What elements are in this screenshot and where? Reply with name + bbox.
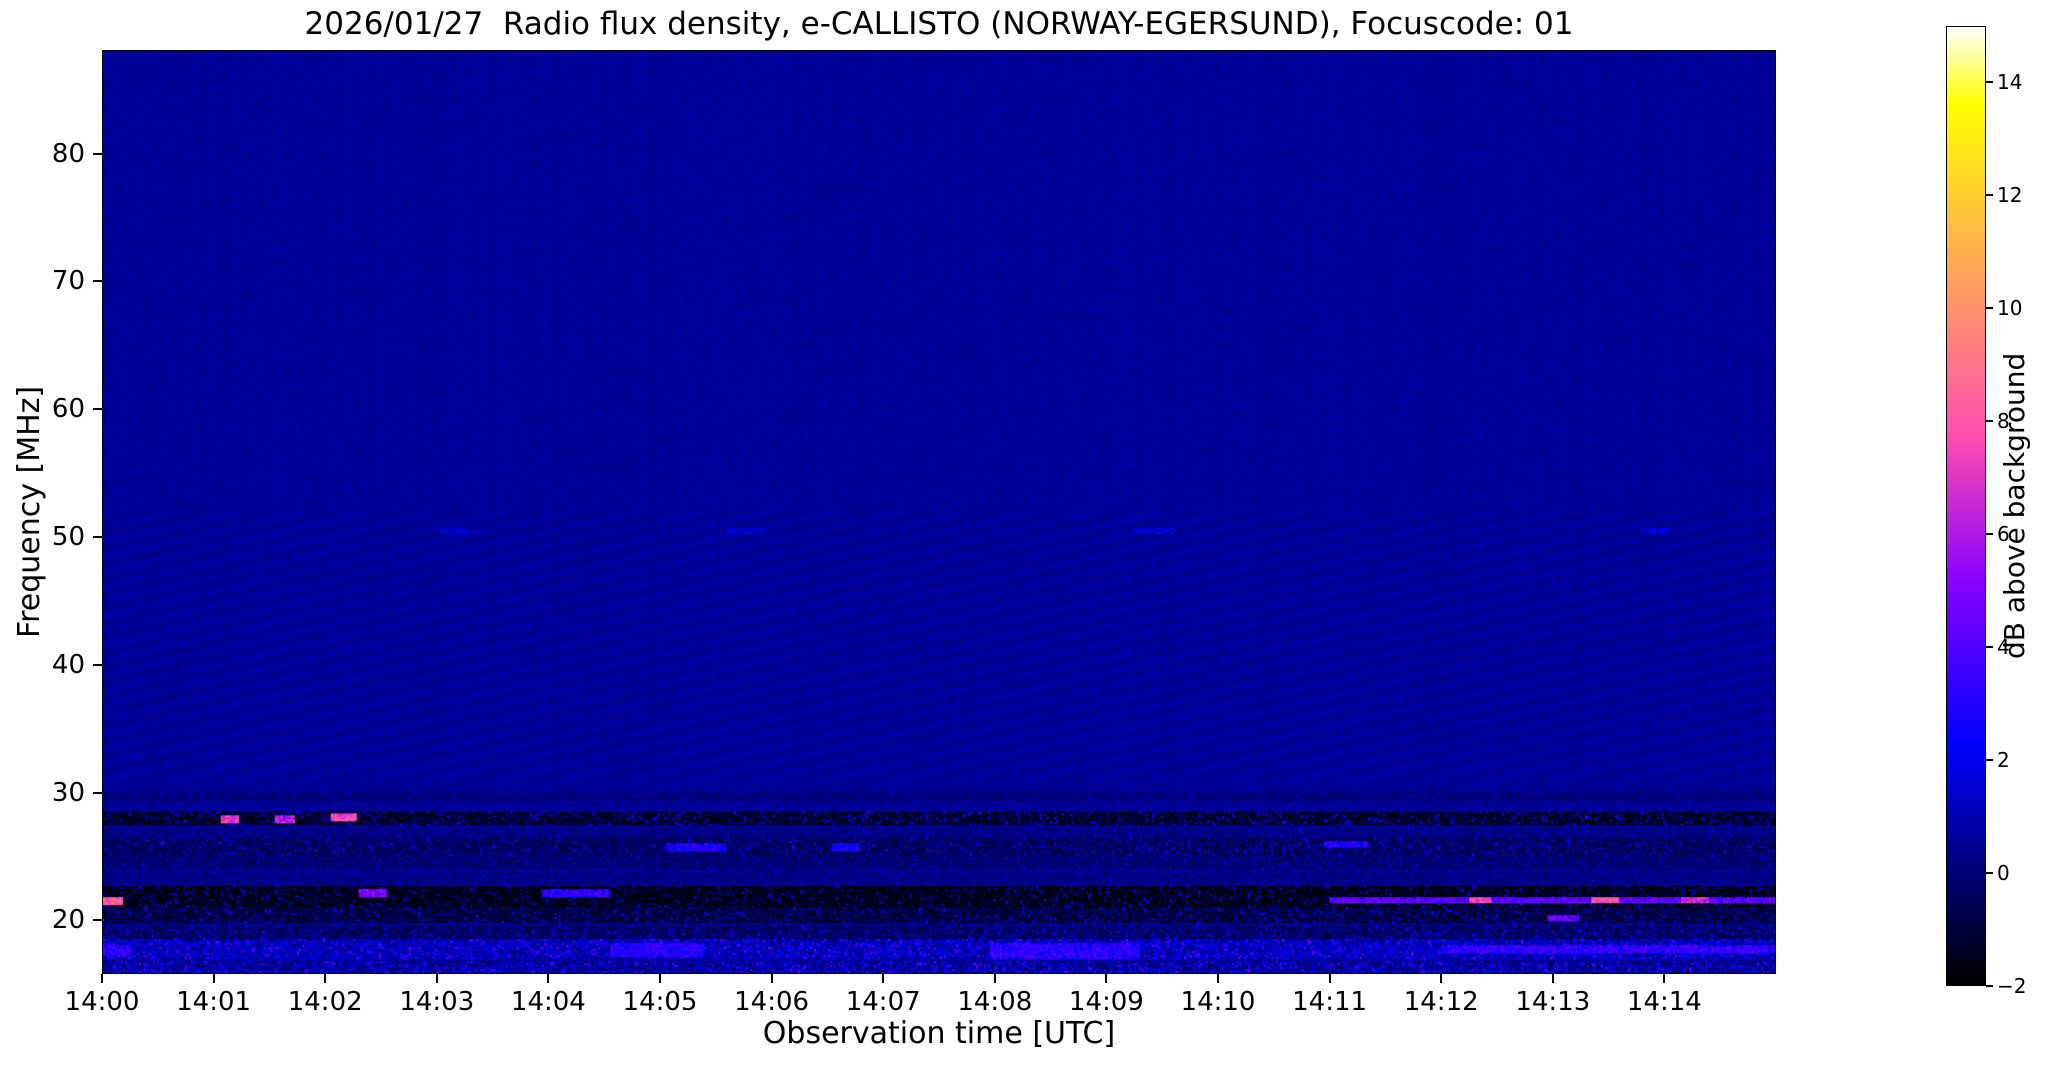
- colorbar-tick-label: 2: [1997, 748, 2010, 773]
- y-tick-mark: [93, 280, 102, 283]
- colorbar-tick-mark: [1986, 307, 1993, 310]
- colorbar-tick-mark: [1986, 646, 1993, 649]
- y-tick-label: 20: [51, 905, 85, 936]
- y-axis-label: Frequency [MHz]: [12, 385, 47, 639]
- x-axis-label: Observation time [UTC]: [762, 1016, 1116, 1051]
- colorbar-tick-label: 14: [1997, 70, 2023, 95]
- x-tick-mark: [324, 974, 327, 983]
- x-tick-mark: [1440, 974, 1443, 983]
- chart-title: 2026/01/27 Radio flux density, e-CALLIST…: [304, 6, 1574, 42]
- x-tick-mark: [1551, 974, 1554, 983]
- spectrogram-canvas: [103, 51, 1775, 973]
- x-tick-label: 14:10: [1180, 987, 1256, 1017]
- plot-area: [102, 50, 1776, 974]
- x-tick-mark: [1663, 974, 1666, 983]
- x-tick-mark: [1328, 974, 1331, 983]
- y-tick-mark: [93, 919, 102, 922]
- y-tick-mark: [93, 535, 102, 538]
- colorbar-tick-label: −2: [1997, 974, 2027, 998]
- colorbar-label: dB above background: [1998, 352, 2031, 660]
- x-tick-mark: [547, 974, 550, 983]
- colorbar-tick-label: 4: [1997, 635, 2010, 660]
- x-tick-label: 14:04: [510, 987, 586, 1017]
- x-tick-label: 14:12: [1403, 987, 1479, 1017]
- x-tick-label: 14:02: [287, 987, 363, 1017]
- colorbar: [1946, 26, 1986, 986]
- y-tick-mark: [93, 663, 102, 666]
- x-tick-label: 14:07: [845, 987, 921, 1017]
- x-tick-mark: [212, 974, 215, 983]
- x-tick-mark: [770, 974, 773, 983]
- y-tick-label: 60: [51, 394, 85, 425]
- colorbar-tick-mark: [1986, 194, 1993, 197]
- y-tick-label: 40: [51, 649, 85, 680]
- y-tick-label: 30: [51, 777, 85, 808]
- x-tick-label: 14:03: [399, 987, 475, 1017]
- colorbar-tick-label: 6: [1997, 522, 2010, 547]
- y-tick-label: 80: [51, 138, 85, 169]
- x-tick-mark: [882, 974, 885, 983]
- colorbar-tick-label: 0: [1997, 861, 2010, 886]
- colorbar-tick-label: 10: [1997, 296, 2023, 321]
- colorbar-tick-mark: [1986, 420, 1993, 423]
- colorbar-tick-mark: [1986, 872, 1993, 875]
- colorbar-tick-label: 8: [1997, 409, 2010, 434]
- y-tick-mark: [93, 791, 102, 794]
- x-tick-mark: [1105, 974, 1108, 983]
- x-tick-label: 14:11: [1292, 987, 1368, 1017]
- x-tick-label: 14:08: [957, 987, 1033, 1017]
- x-tick-mark: [659, 974, 661, 983]
- x-tick-label: 14:14: [1626, 987, 1702, 1017]
- colorbar-tick-mark: [1986, 81, 1993, 84]
- x-tick-mark: [993, 974, 996, 983]
- x-tick-label: 14:05: [622, 987, 698, 1017]
- colorbar-tick-mark: [1986, 985, 1993, 987]
- colorbar-tick-mark: [1986, 533, 1993, 536]
- x-tick-mark: [1217, 974, 1219, 983]
- colorbar-tick-mark: [1986, 759, 1993, 762]
- y-tick-label: 70: [51, 266, 85, 297]
- x-tick-label: 14:13: [1515, 987, 1591, 1017]
- colorbar-tick-label: 12: [1997, 183, 2023, 208]
- x-tick-label: 14:06: [734, 987, 810, 1017]
- x-tick-label: 14:09: [1068, 987, 1144, 1017]
- x-tick-mark: [101, 974, 103, 983]
- x-tick-label: 14:01: [176, 987, 252, 1017]
- y-tick-label: 50: [51, 521, 85, 552]
- y-tick-mark: [93, 408, 102, 411]
- y-tick-mark: [93, 152, 102, 155]
- x-tick-label: 14:00: [64, 987, 140, 1017]
- colorbar-gradient: [1947, 27, 1985, 985]
- x-tick-mark: [435, 974, 438, 983]
